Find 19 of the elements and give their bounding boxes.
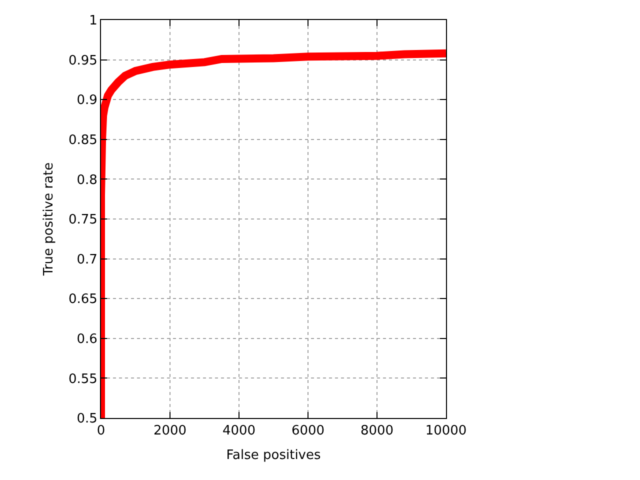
y-tick-label: 0.65 [68, 292, 98, 308]
x-tick-label: 0 [96, 424, 106, 439]
y-tick-label: 0.55 [68, 372, 98, 387]
y-tick-label: 0.75 [68, 212, 98, 228]
y-tick-label: 0.9 [76, 93, 98, 108]
x-tick-label: 8000 [360, 424, 394, 439]
x-tick-label: 2000 [153, 424, 187, 439]
y-tick-label: 0.7 [76, 252, 98, 268]
x-tick-label: 10000 [425, 424, 467, 439]
y-tick-label: 0.5 [76, 412, 98, 427]
y-tick-label: 0.8 [76, 172, 98, 188]
y-axis-title: True positive rate [41, 162, 56, 277]
y-tick-label: 1 [89, 14, 98, 29]
y-tick-label: 0.95 [68, 53, 98, 68]
y-tick-label: 0.85 [68, 132, 98, 148]
x-tick-label: 4000 [222, 424, 256, 439]
y-tick-label: 0.6 [76, 332, 98, 347]
x-tick-label: 6000 [291, 424, 325, 439]
x-axis-title: False positives [226, 448, 321, 464]
